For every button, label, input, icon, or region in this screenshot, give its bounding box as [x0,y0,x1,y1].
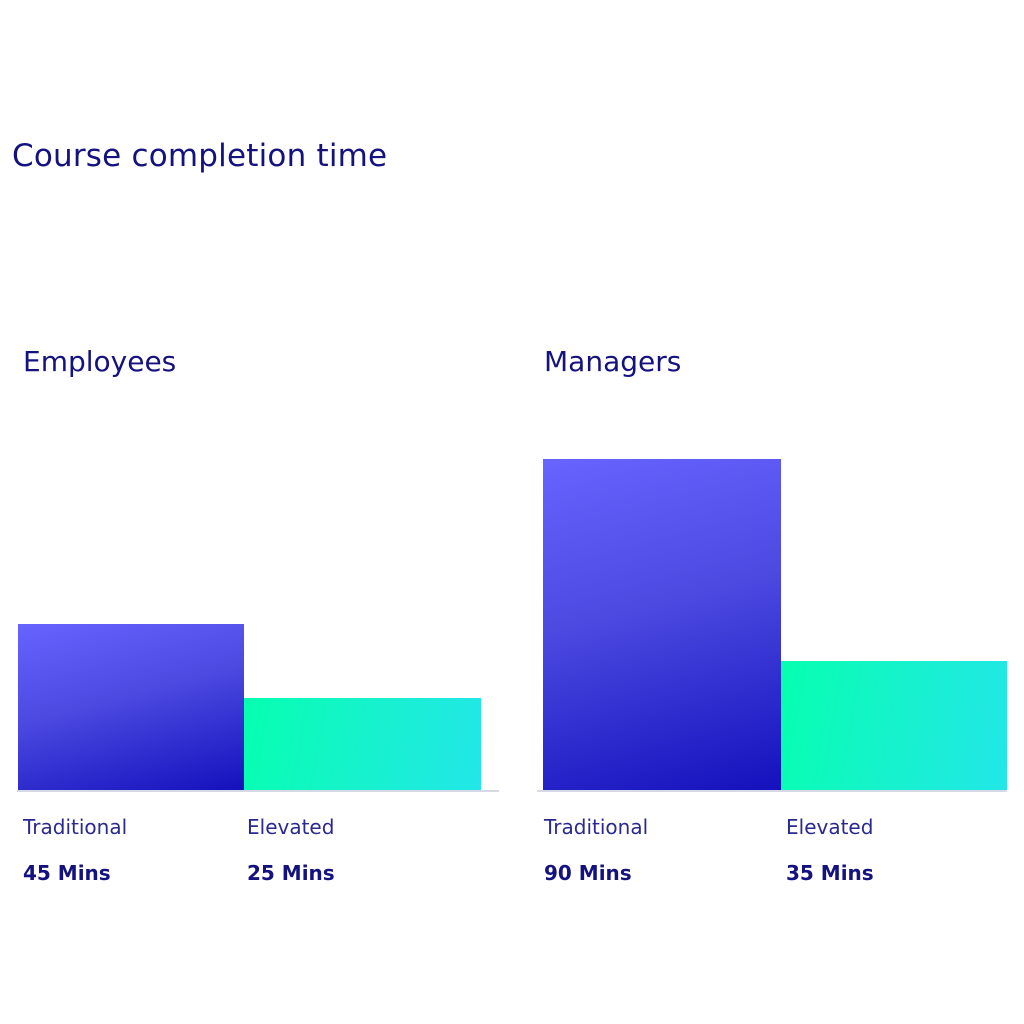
employees-traditional-label: Traditional [23,815,128,839]
employees-traditional-bar [18,624,244,790]
managers-traditional-bar [543,459,781,790]
employees-chart-title: Employees [23,345,177,378]
managers-chart-title: Managers [544,345,682,378]
employees-chart: Employees Traditional Elevated 45 Mins 2… [0,0,510,1024]
employees-elevated-bar [244,698,481,790]
page-title: Course completion time [12,138,388,174]
managers-traditional-label: Traditional [544,815,649,839]
employees-elevated-label: Elevated [247,815,335,839]
managers-elevated-bar [781,661,1007,790]
managers-traditional-value: 90 Mins [544,861,632,885]
employees-elevated-value: 25 Mins [247,861,335,885]
managers-elevated-value: 35 Mins [786,861,874,885]
employees-baseline [17,790,499,792]
employees-traditional-value: 45 Mins [23,861,111,885]
managers-baseline [537,790,1007,792]
managers-elevated-label: Elevated [786,815,874,839]
